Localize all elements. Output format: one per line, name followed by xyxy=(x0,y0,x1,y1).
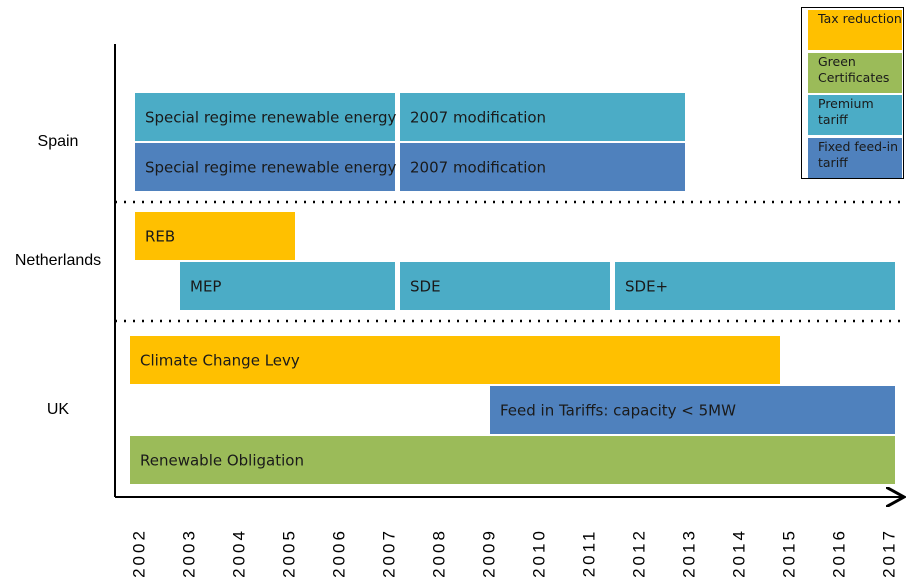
bar xyxy=(135,143,395,191)
bar-label: SDE xyxy=(410,278,441,296)
bar-label: Feed in Tariffs: capacity < 5MW xyxy=(500,402,736,420)
x-tick-label: 2013 xyxy=(679,528,698,578)
category-label: Spain xyxy=(38,133,79,150)
x-tick-label: 2014 xyxy=(729,528,748,578)
bar-label: Special regime renewable energy xyxy=(145,109,397,127)
bar xyxy=(490,386,895,434)
bar xyxy=(400,93,685,141)
bar-label: SDE+ xyxy=(625,278,668,296)
bar-label: 2007 modification xyxy=(410,109,546,127)
legend-item: Tax reduction xyxy=(808,10,902,50)
x-tick-label: 2006 xyxy=(329,528,348,578)
legend: Tax reduction Green Certificates Premium t… xyxy=(801,7,904,179)
bar xyxy=(180,262,395,310)
legend-item: Fixed feed-in tariff xyxy=(808,137,902,178)
bar xyxy=(130,336,780,384)
bar-label: 2007 modification xyxy=(410,159,546,177)
bar-label: REB xyxy=(145,228,175,246)
x-tick-label: 2007 xyxy=(379,528,398,578)
category-label: UK xyxy=(47,401,70,418)
bar-label: MEP xyxy=(190,278,221,296)
category-label: Netherlands xyxy=(15,252,101,269)
x-tick-label: 2017 xyxy=(879,528,898,578)
x-tick-label: 2011 xyxy=(579,529,598,578)
bar xyxy=(135,93,395,141)
x-tick-label: 2016 xyxy=(829,528,848,578)
x-tick-label: 2015 xyxy=(779,528,798,578)
x-tick-label: 2010 xyxy=(529,528,548,578)
x-tick-label: 2005 xyxy=(279,528,298,578)
bar xyxy=(400,143,685,191)
x-tick-label: 2004 xyxy=(229,528,248,578)
legend-item: Premium tariff xyxy=(808,95,902,135)
bar-label: Special regime renewable energy xyxy=(145,159,397,177)
bar-label: Renewable Obligation xyxy=(140,452,304,470)
legend-item: Green Certificates xyxy=(808,52,902,93)
bar xyxy=(615,262,895,310)
bar xyxy=(400,262,610,310)
x-tick-label: 2002 xyxy=(129,528,148,578)
bar xyxy=(130,436,895,484)
bar xyxy=(135,212,295,260)
x-tick-label: 2009 xyxy=(479,528,498,578)
bar-label: Climate Change Levy xyxy=(140,352,300,370)
x-tick-label: 2003 xyxy=(179,528,198,578)
x-tick-label: 2012 xyxy=(629,528,648,578)
x-tick-label: 2008 xyxy=(429,528,448,578)
